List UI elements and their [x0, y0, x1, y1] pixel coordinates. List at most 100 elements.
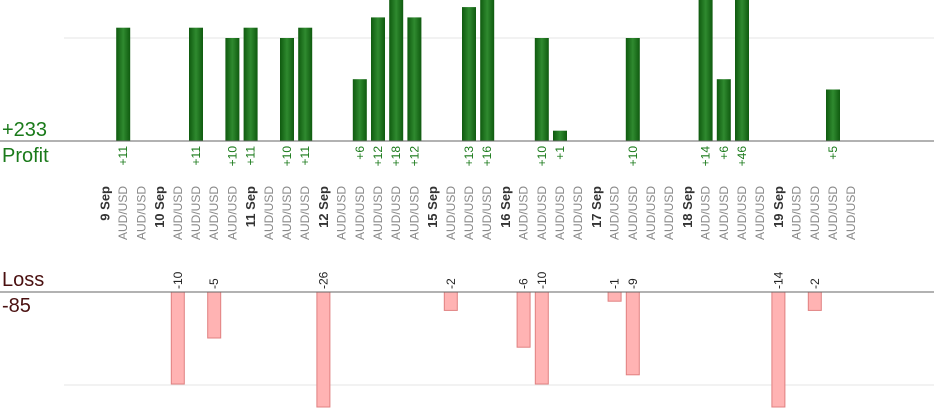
loss-label: -2	[444, 278, 458, 289]
pair-label: AUD/USD	[535, 186, 549, 240]
loss-bar	[607, 291, 622, 302]
pair-label: AUD/USD	[571, 186, 585, 240]
pair-label: AUD/USD	[808, 186, 822, 240]
loss-bars	[170, 291, 822, 408]
profit-bar	[280, 38, 294, 141]
profit-bar	[407, 17, 422, 141]
pair-label: AUD/USD	[699, 186, 713, 240]
pair-label: AUD/USD	[335, 186, 349, 240]
profit-bar	[298, 27, 313, 142]
profit-label: +10	[280, 146, 294, 167]
profit-bar	[716, 79, 731, 141]
pair-label: AUD/USD	[790, 186, 804, 240]
profit-bar	[371, 17, 385, 141]
profit-label: +14	[699, 146, 713, 167]
pair-label: AUD/USD	[644, 186, 658, 240]
profit-label: Profit	[2, 145, 49, 167]
loss-bar	[625, 291, 640, 376]
pair-label: AUD/USD	[262, 186, 276, 240]
date-label: 12 Sep	[316, 186, 331, 228]
category-labels: 9 Sep AUD/USD AUD/USD 10 Sep AUD/USD AUD/USD A…	[98, 186, 859, 240]
profit-labels: +11 +11 +10 +11 +10 +11 +6 +12 +18 +12 +13 +16 +10 +1…	[116, 146, 840, 167]
profit-label: +10	[225, 146, 239, 167]
loss-bar	[534, 291, 549, 385]
loss-label: -1	[608, 278, 622, 289]
profit-label: +13	[462, 146, 476, 167]
loss-label: Loss	[2, 269, 45, 291]
profit-label: +5	[826, 146, 840, 160]
profit-bar	[480, 0, 495, 141]
pair-label: AUD/USD	[844, 186, 858, 240]
profit-total: +233	[2, 119, 48, 141]
loss-label: -10	[171, 271, 185, 289]
profit-label: +18	[389, 146, 403, 167]
profit-label: +11	[244, 146, 258, 166]
profit-bar	[462, 7, 476, 141]
date-label: 18 Sep	[680, 186, 695, 228]
profit-label: +12	[407, 146, 421, 167]
pair-label: AUD/USD	[407, 186, 421, 240]
loss-label: -9	[626, 278, 640, 289]
pair-label: AUD/USD	[462, 186, 476, 240]
profit-label: +12	[371, 146, 385, 167]
loss-label: -6	[517, 278, 531, 289]
pair-label: AUD/USD	[225, 186, 239, 240]
profit-bar	[698, 0, 713, 141]
pair-label: AUD/USD	[626, 186, 640, 240]
pair-label: AUD/USD	[298, 186, 312, 240]
loss-bar	[771, 291, 786, 408]
date-label: 9 Sep	[98, 186, 113, 221]
pair-label: AUD/USD	[662, 186, 676, 240]
profit-bars	[116, 0, 840, 142]
profit-label: +11	[189, 146, 203, 166]
pair-label: AUD/USD	[480, 186, 494, 240]
pair-label: AUD/USD	[517, 186, 531, 240]
pair-label: AUD/USD	[116, 186, 130, 240]
profit-bar	[189, 27, 203, 142]
date-label: 16 Sep	[498, 186, 513, 228]
pair-label: AUD/USD	[735, 186, 749, 240]
profit-bar	[534, 38, 549, 141]
profit-bar	[116, 27, 131, 142]
loss-bar	[207, 291, 222, 339]
profit-bar	[389, 0, 404, 141]
profit-bar	[625, 38, 640, 141]
loss-label: -5	[207, 278, 221, 289]
date-label: 15 Sep	[425, 186, 440, 228]
pair-label: AUD/USD	[371, 186, 385, 240]
date-label: 19 Sep	[771, 186, 786, 228]
loss-label: -2	[808, 278, 822, 289]
loss-total: -85	[2, 295, 31, 317]
loss-bar	[516, 291, 531, 348]
pair-label: AUD/USD	[553, 186, 567, 240]
loss-bar	[443, 291, 458, 311]
pair-label: AUD/USD	[608, 186, 622, 240]
pair-label: AUD/USD	[207, 186, 221, 240]
pair-label: AUD/USD	[280, 186, 294, 240]
pair-label: AUD/USD	[134, 186, 148, 240]
pair-label: AUD/USD	[717, 186, 731, 240]
pair-label: AUD/USD	[389, 186, 403, 240]
date-label: 17 Sep	[589, 186, 604, 228]
profit-bar	[735, 0, 749, 141]
loss-label: -14	[771, 271, 785, 289]
profit-label: +6	[353, 146, 367, 160]
profit-label: +46	[735, 146, 749, 167]
profit-label: +11	[116, 146, 130, 166]
loss-bar	[316, 291, 331, 408]
pair-label: AUD/USD	[353, 186, 367, 240]
date-label: 10 Sep	[152, 186, 167, 228]
profit-bar	[225, 38, 240, 141]
profit-label: +10	[626, 146, 640, 167]
loss-label: -26	[316, 271, 330, 289]
pair-label: AUD/USD	[171, 186, 185, 240]
profit-bar	[352, 79, 367, 141]
profit-label: +16	[480, 146, 494, 167]
profit-bar	[826, 89, 840, 141]
loss-bar	[807, 291, 822, 311]
loss-bar	[170, 291, 185, 385]
profit-label: +11	[298, 146, 312, 166]
loss-label: -10	[535, 271, 549, 289]
profit-label: +10	[535, 146, 549, 167]
